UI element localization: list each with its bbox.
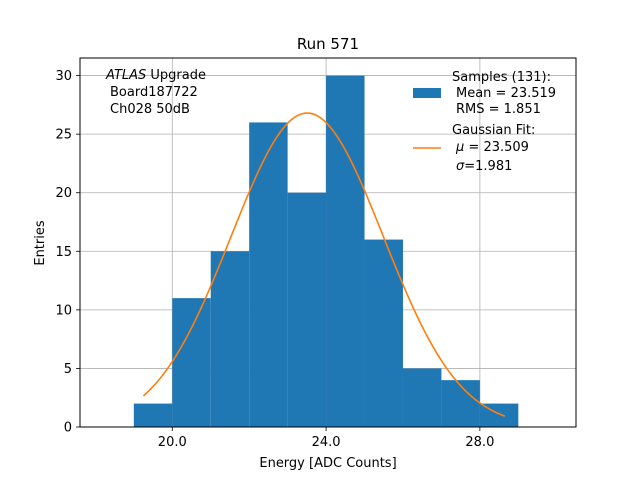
histogram-bar xyxy=(364,239,403,427)
annotation-line-1: ATLAS Upgrade xyxy=(105,68,206,83)
legend-fit-sigma: σ=1.981 xyxy=(456,159,512,174)
gaussian-fit-layer xyxy=(142,112,506,417)
chart-title: Run 571 xyxy=(297,35,359,53)
y-tick-label: 0 xyxy=(64,421,72,436)
histogram-bar xyxy=(287,192,327,427)
y-tick-label: 25 xyxy=(55,128,72,143)
histogram-bar xyxy=(326,75,365,428)
annotation-line-2: Board187722 xyxy=(110,85,198,100)
legend-hist-rms: RMS = 1.851 xyxy=(456,102,541,117)
legend-hist-mean: Mean = 23.519 xyxy=(456,86,556,101)
legend-hist-header: Samples (131): xyxy=(452,70,551,85)
x-axis-ticks: 20.0 24.0 28.0 xyxy=(158,427,494,450)
y-tick-label: 20 xyxy=(55,186,72,201)
plot-frame xyxy=(79,57,577,428)
annotation-upgrade: Upgrade xyxy=(146,68,206,83)
histogram-bars xyxy=(133,75,519,428)
histogram-bar xyxy=(210,251,250,427)
y-tick-label: 10 xyxy=(55,303,72,318)
legend-mu-value: = 23.509 xyxy=(464,140,529,155)
histogram-bar xyxy=(249,122,288,427)
legend-sigma-value: =1.981 xyxy=(464,159,512,174)
y-tick-label: 5 xyxy=(64,362,72,377)
y-tick-label: 15 xyxy=(55,245,72,260)
histogram-bar xyxy=(402,368,442,427)
histogram-bar xyxy=(133,403,173,427)
x-tick-label: 24.0 xyxy=(312,435,341,450)
legend-hist-swatch xyxy=(413,88,441,98)
legend-mu-symbol: μ xyxy=(455,140,464,155)
x-tick-label: 28.0 xyxy=(465,435,494,450)
info-annotation: ATLAS Upgrade Board187722 Ch028 50dB xyxy=(105,68,206,117)
legend-sigma-symbol: σ xyxy=(456,159,465,174)
x-tick-label: 20.0 xyxy=(158,435,187,450)
legend-fit-mu: μ = 23.509 xyxy=(455,140,529,155)
annotation-line-3: Ch028 50dB xyxy=(110,102,190,117)
gaussian-fit-curve xyxy=(142,112,506,417)
legend-fit-header: Gaussian Fit: xyxy=(452,123,535,138)
legend: Samples (131): Mean = 23.519 RMS = 1.851… xyxy=(413,70,556,174)
x-axis-label: Energy [ADC Counts] xyxy=(259,456,396,471)
y-axis-ticks: 0 5 10 15 20 25 30 xyxy=(55,69,80,436)
y-axis-label: Entries xyxy=(33,220,48,266)
annotation-atlas: ATLAS xyxy=(105,68,146,83)
histogram-bar xyxy=(172,298,211,427)
histogram-bar xyxy=(441,380,480,427)
y-tick-label: 30 xyxy=(55,69,72,84)
